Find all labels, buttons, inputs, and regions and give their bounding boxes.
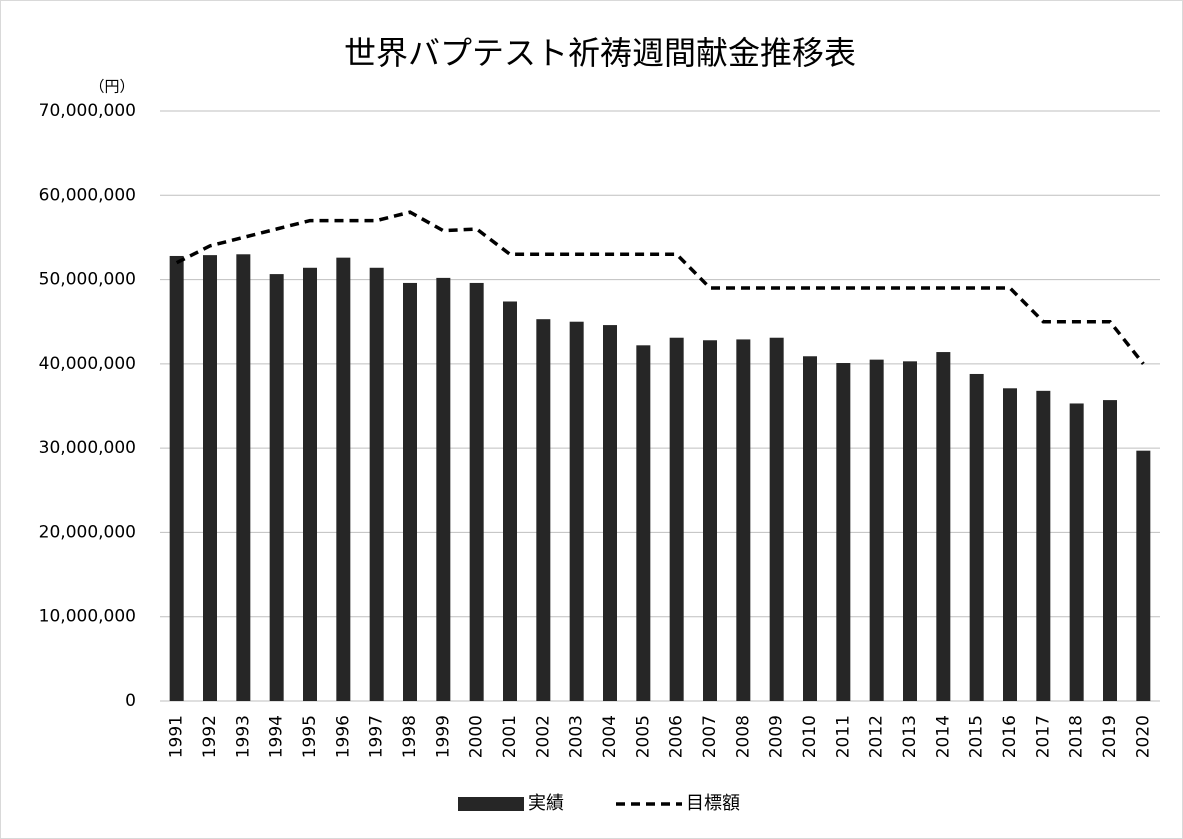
bar	[469, 282, 484, 701]
bar	[1103, 400, 1117, 701]
x-tick-label: 2009	[767, 715, 787, 758]
x-tick-label: 2018	[1067, 715, 1087, 758]
y-tick-label: 70,000,000	[39, 101, 136, 121]
legend-label: 目標額	[686, 793, 740, 814]
line	[175, 210, 1145, 365]
bar	[236, 254, 251, 702]
x-tick-label: 2014	[933, 715, 953, 758]
x-tick-label: 2008	[733, 715, 753, 758]
x-tick-label: 1993	[233, 715, 253, 758]
bar	[636, 345, 651, 701]
x-tick-label: 2010	[800, 715, 820, 758]
bar	[803, 356, 817, 701]
bar	[669, 337, 684, 701]
bar	[703, 340, 717, 701]
x-tick-label: 2002	[533, 715, 553, 758]
bar	[369, 267, 384, 701]
bar	[503, 301, 517, 701]
bar	[303, 267, 317, 701]
y-tick-label: 40,000,000	[39, 354, 136, 374]
bar	[336, 257, 351, 701]
chart-title: 世界バプテスト祈祷週間献金推移表	[344, 34, 856, 72]
bar	[903, 361, 917, 701]
bar	[569, 321, 584, 701]
legend-label: 実績	[528, 793, 564, 814]
x-tick-label: 1995	[300, 715, 320, 758]
y-axis-label: （円）	[89, 78, 134, 96]
x-tick-label: 2013	[900, 715, 920, 758]
bar	[436, 277, 451, 701]
bar	[936, 352, 951, 701]
bar	[1003, 388, 1017, 701]
bar	[836, 363, 851, 701]
x-tick-label: 2011	[833, 715, 853, 758]
x-tick-label: 1998	[400, 715, 420, 758]
x-tick-label: 2015	[967, 715, 987, 758]
x-tick-label: 2012	[867, 715, 887, 758]
legend-item: 目標額	[616, 793, 740, 814]
x-tick-label: 1992	[200, 715, 220, 758]
y-tick-label: 0	[125, 691, 136, 711]
bar	[1069, 403, 1084, 701]
bar	[769, 337, 784, 701]
x-tick-label: 2000	[467, 715, 487, 758]
y-tick-label: 60,000,000	[39, 185, 136, 205]
y-tick-label: 50,000,000	[39, 270, 136, 290]
x-tick-label: 2020	[1133, 715, 1153, 758]
x-tick-label: 1997	[367, 715, 387, 758]
x-tick-label: 1999	[433, 715, 453, 758]
x-tick-label: 1991	[167, 715, 187, 758]
bar	[403, 282, 417, 701]
bar	[603, 325, 617, 701]
x-tick-label: 2007	[700, 715, 720, 758]
bar	[969, 373, 984, 701]
bar	[736, 339, 751, 701]
x-tick-label: 1994	[267, 715, 287, 758]
legend-swatch	[458, 797, 524, 811]
bar	[1136, 450, 1151, 701]
legend-item: 実績	[458, 793, 564, 814]
y-tick-label: 30,000,000	[39, 438, 136, 458]
x-tick-label: 1996	[333, 715, 353, 758]
bar	[269, 274, 284, 701]
bar	[536, 319, 551, 701]
bar	[869, 359, 884, 701]
x-tick-label: 2004	[600, 715, 620, 758]
x-tick-label: 2006	[667, 715, 687, 758]
bar	[1036, 390, 1051, 701]
x-tick-label: 2003	[567, 715, 587, 758]
x-tick-label: 2017	[1033, 715, 1053, 758]
x-tick-label: 2005	[633, 715, 653, 758]
x-tick-label: 2019	[1100, 715, 1120, 758]
bar	[203, 255, 217, 701]
x-tick-label: 2016	[1000, 715, 1020, 758]
y-tick-label: 10,000,000	[39, 607, 136, 627]
bar	[169, 255, 184, 701]
x-tick-label: 2001	[500, 715, 520, 758]
y-tick-label: 20,000,000	[39, 522, 136, 542]
